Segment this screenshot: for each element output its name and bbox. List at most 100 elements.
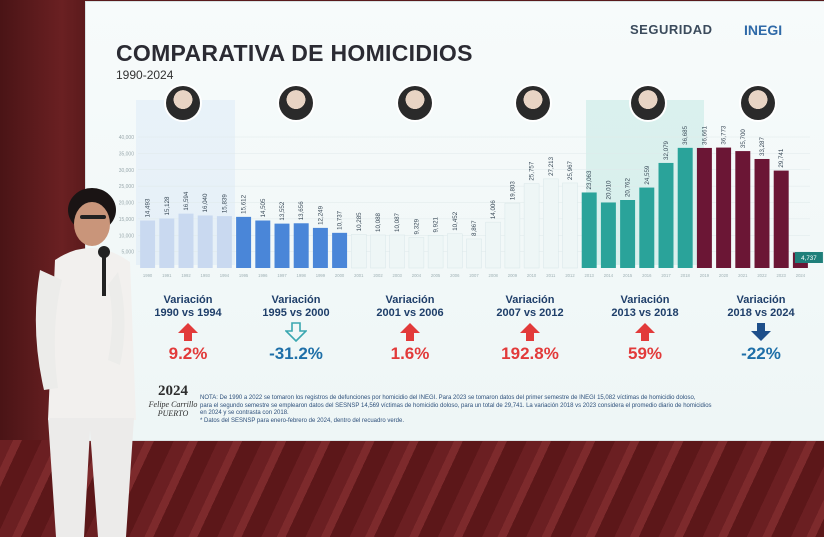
bar	[159, 218, 175, 268]
bar-value-label: 8,867	[471, 220, 478, 236]
variation-label: Variación	[505, 294, 555, 306]
x-tick-label: 2009	[508, 273, 518, 278]
slide-subtitle: 1990-2024	[116, 68, 174, 82]
bar-value-label: 15,612	[241, 194, 248, 213]
bar-value-label: 27,213	[548, 156, 555, 175]
variation-range: 2001 vs 2006	[376, 307, 444, 319]
x-tick-label: 1992	[181, 273, 191, 278]
x-tick-label: 2024	[796, 273, 806, 278]
variation-block: Variación 2007 vs 2012 192.8%	[475, 294, 585, 364]
y-tick-label: 5,000	[121, 250, 134, 256]
bar	[543, 178, 559, 269]
x-tick-label: 2020	[719, 273, 729, 278]
arrow-down-icon	[285, 322, 307, 342]
bar-value-label: 10,087	[394, 212, 401, 231]
x-tick-label: 2015	[623, 273, 633, 278]
bar	[274, 223, 290, 268]
bar	[620, 200, 636, 268]
variation-value: -31.2%	[269, 344, 323, 363]
bar-value-label: 33,287	[759, 137, 766, 156]
portrait-4	[516, 86, 550, 120]
bar	[427, 235, 444, 269]
bar-value-label: 10,285	[356, 212, 363, 231]
bar	[408, 237, 425, 269]
y-tick-label: 40,000	[119, 135, 135, 141]
bar-value-label: 36,661	[701, 125, 708, 144]
bar-value-label: 10,088	[375, 212, 382, 231]
portrait-2	[279, 86, 313, 120]
bar	[716, 147, 732, 268]
slide-title: COMPARATIVA DE HOMICIDIOS	[116, 40, 473, 66]
bicentenary-name: Felipe Carrillo PUERTO	[148, 400, 198, 418]
bar-value-label: 14,505	[260, 198, 267, 217]
x-tick-label: 1995	[239, 273, 249, 278]
x-tick-label: 1998	[297, 273, 307, 278]
portrait-3	[398, 86, 432, 120]
x-tick-label: 1994	[220, 273, 230, 278]
bar-value-label: 14,493	[145, 198, 152, 217]
variation-value: -22%	[741, 344, 781, 363]
x-tick-label: 1999	[316, 273, 326, 278]
bar	[312, 227, 328, 268]
x-tick-label: 2018	[681, 273, 691, 278]
variation-block: Variación 2018 vs 2024 -22%	[706, 294, 816, 364]
x-tick-label: 2004	[412, 273, 422, 278]
bar-value-label: 25,757	[529, 161, 536, 180]
variation-value: 1.6%	[390, 344, 430, 363]
bar-value-label: 36,685	[682, 125, 689, 144]
y-tick-label: 25,000	[119, 184, 135, 190]
bar-value-label: 32,079	[663, 140, 670, 159]
bar	[639, 187, 655, 268]
y-tick-label: 10,000	[119, 233, 135, 239]
x-tick-label: 1996	[258, 273, 268, 278]
bar-value-label: 16,040	[202, 193, 209, 212]
variation-block: Variación 1995 vs 2000 -31.2%	[241, 294, 351, 364]
x-tick-label: 2008	[489, 273, 499, 278]
bar-value-label: 24,559	[644, 165, 651, 184]
variation-range: 2018 vs 2024	[727, 307, 795, 319]
x-tick-label: 2002	[373, 273, 383, 278]
x-tick-label: 1991	[162, 273, 172, 278]
bar	[140, 220, 156, 268]
bar-value-label: 20,762	[625, 178, 632, 197]
portrait-5	[631, 86, 665, 120]
bar-value-label: 4,737	[801, 255, 817, 262]
bicentenary-year: 2024	[158, 383, 188, 399]
footnote-line: para el segundo semestre se emplearon da…	[200, 402, 712, 409]
bicentenary-logo: 2024 Felipe Carrillo PUERTO	[143, 383, 203, 418]
bar-value-label: 19,803	[509, 181, 516, 200]
y-tick-label: 35,000	[119, 151, 135, 157]
variation-label: Variación	[385, 294, 435, 306]
x-tick-label: 2023	[777, 273, 787, 278]
bar	[197, 215, 213, 268]
variation-value: 59%	[627, 344, 663, 363]
x-tick-label: 2013	[585, 273, 595, 278]
bar	[600, 202, 616, 268]
variation-label: Variación	[736, 294, 786, 306]
variation-range: 2013 vs 2018	[611, 307, 679, 319]
footnote-line: * Datos del SESNSP para enero-febrero de…	[200, 417, 405, 424]
arrow-down-icon	[751, 323, 771, 341]
variation-block: Variación 2013 vs 2018 59%	[590, 294, 700, 364]
bar	[351, 234, 367, 269]
bar	[658, 162, 674, 268]
bar-value-label: 14,006	[490, 200, 497, 219]
bar	[581, 192, 597, 268]
x-tick-label: 2010	[527, 273, 537, 278]
bar-2024-highlight	[794, 252, 823, 263]
bar-value-label: 25,967	[567, 160, 574, 179]
variation-range: 2007 vs 2012	[496, 307, 564, 319]
bar-value-label: 35,700	[740, 129, 747, 148]
x-tick-label: 2016	[642, 273, 652, 278]
bar	[504, 202, 521, 269]
footnote: NOTA: De 1990 a 2022 se tomaron los regi…	[200, 395, 800, 425]
y-tick-label: 20,000	[119, 201, 135, 207]
arrow-up-icon	[400, 323, 420, 341]
x-tick-label: 2019	[700, 273, 710, 278]
x-tick-label: 2001	[354, 273, 364, 278]
background-pattern	[0, 435, 824, 537]
bar	[178, 213, 194, 268]
x-tick-label: 2017	[661, 273, 671, 278]
